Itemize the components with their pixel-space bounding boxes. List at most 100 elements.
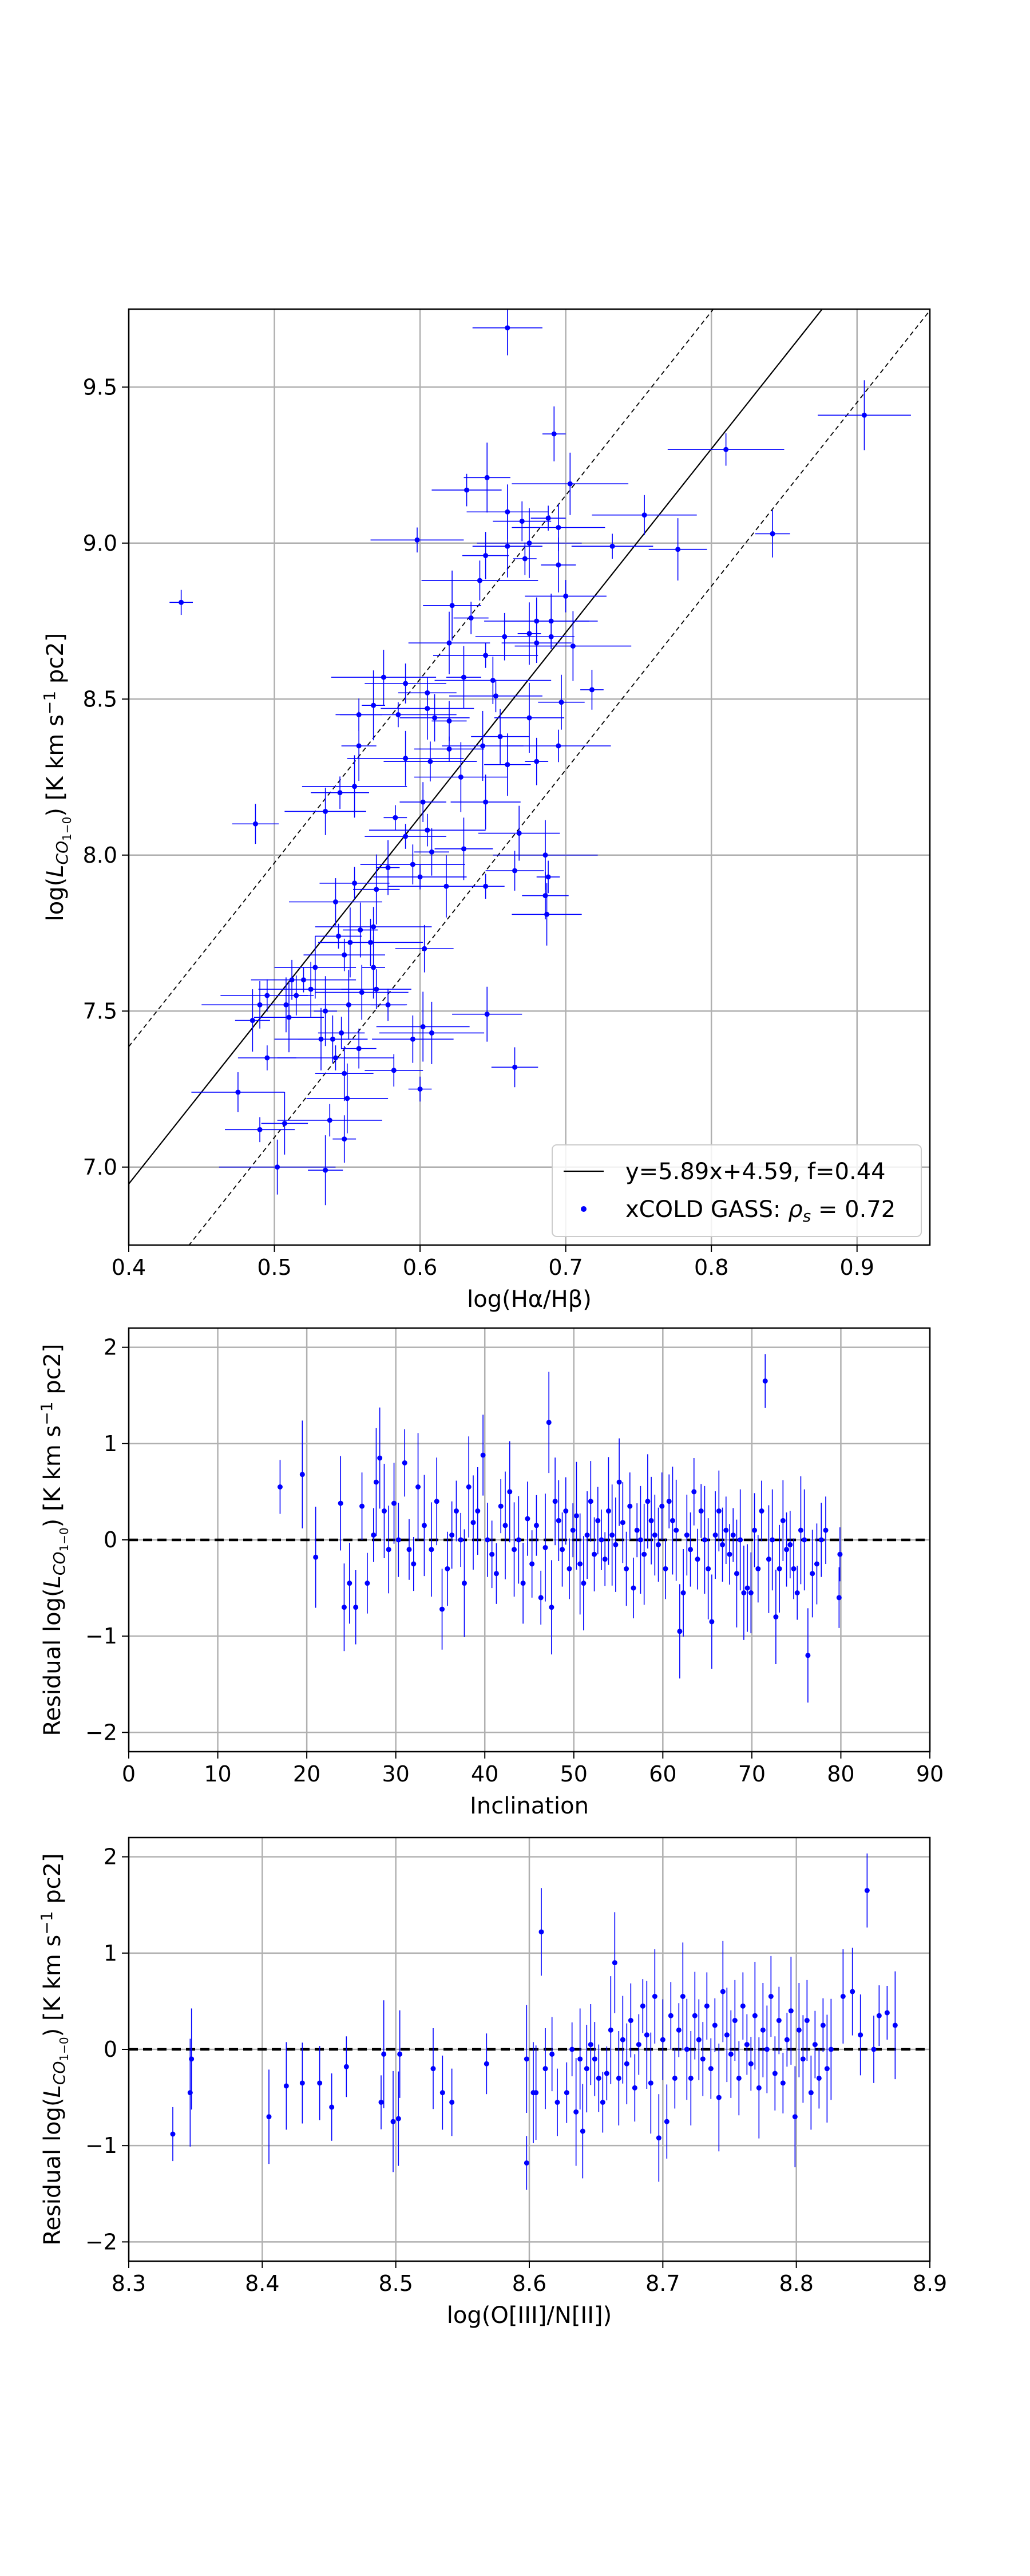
data-point	[360, 844, 465, 884]
point-marker	[577, 1561, 583, 1567]
point-marker	[592, 2056, 597, 2062]
point-marker	[356, 743, 362, 749]
data-point	[652, 1949, 657, 2044]
data-point	[776, 1986, 782, 2055]
point-marker	[740, 2003, 746, 2009]
point-marker	[347, 1581, 352, 1586]
point-marker	[744, 1585, 750, 1591]
data-point	[399, 694, 470, 742]
point-marker	[609, 543, 615, 549]
point-marker	[385, 1002, 391, 1008]
data-point	[712, 1491, 718, 1579]
point-marker	[627, 1503, 633, 1509]
data-point	[170, 2107, 176, 2162]
point-marker	[235, 1089, 241, 1095]
point-marker	[620, 1520, 625, 1526]
point-marker	[768, 1994, 774, 1999]
legend-rho-sub: s	[803, 1207, 811, 1226]
data-point	[449, 2068, 455, 2136]
point-marker	[468, 615, 474, 621]
data-point	[573, 2058, 579, 2166]
point-marker	[804, 2018, 810, 2024]
data-point	[692, 1971, 698, 2060]
y-axis-label-part: ) [K km s	[39, 1935, 66, 2037]
point-marker	[695, 1556, 700, 1562]
data-point	[507, 1441, 513, 1543]
point-marker	[346, 1002, 351, 1008]
data-point	[794, 1566, 800, 1620]
point-marker	[732, 2018, 738, 2024]
data-point	[648, 2032, 653, 2134]
data-point	[458, 1512, 464, 1567]
legend-series-label: xCOLD GASS: ρs = 0.72	[625, 1196, 896, 1226]
point-marker	[563, 1508, 569, 1514]
point-marker	[391, 1500, 397, 1506]
data-point	[816, 2048, 822, 2109]
data-point	[728, 2010, 734, 2098]
data-point	[191, 1072, 285, 1112]
data-point	[225, 1117, 295, 1143]
point-marker	[613, 1542, 619, 1547]
point-marker	[352, 784, 358, 789]
y-tick-label: 0	[104, 2037, 117, 2062]
data-point	[858, 1994, 863, 2076]
data-point	[423, 570, 481, 641]
data-point	[577, 2008, 583, 2110]
data-point	[560, 1512, 565, 1587]
axes-frame	[128, 308, 931, 1246]
data-point	[235, 989, 270, 1052]
plot-area	[129, 309, 930, 1245]
data-point	[716, 1470, 722, 1552]
point-marker	[759, 1508, 764, 1514]
x-tick-label: 8.4	[245, 2271, 279, 2296]
data-point	[768, 1955, 774, 2037]
point-marker	[812, 2042, 818, 2048]
point-marker	[663, 1566, 668, 1571]
y-tick-label: 1	[104, 1941, 117, 1966]
data-point	[332, 1115, 356, 1163]
point-marker	[446, 746, 452, 752]
point-marker	[734, 1571, 739, 1577]
data-point	[306, 1063, 389, 1133]
y-axis-label: Residual log(LCO1−0) [K km s−1 pc2]	[37, 1853, 71, 2245]
point-marker	[634, 1527, 640, 1533]
data-point	[406, 1519, 412, 1580]
point-marker	[552, 1499, 558, 1504]
point-marker	[581, 1581, 587, 1586]
y-tick-label: −2	[85, 2229, 117, 2254]
data-point	[580, 670, 604, 710]
data-point	[850, 1947, 855, 2036]
data-point	[581, 1536, 587, 1631]
point-marker	[644, 2032, 649, 2038]
plot-area	[129, 1354, 930, 1703]
point-marker	[381, 2051, 387, 2057]
data-point	[691, 1458, 697, 1526]
point-marker	[876, 2013, 882, 2018]
point-marker	[439, 2090, 445, 2096]
data-point	[530, 505, 566, 531]
point-marker	[727, 1551, 732, 1557]
data-point	[648, 1476, 654, 1564]
fit-line	[129, 309, 823, 1184]
point-marker	[549, 2051, 555, 2057]
point-marker	[338, 1500, 343, 1506]
data-point	[512, 452, 629, 515]
point-marker	[395, 712, 401, 717]
data-point	[341, 1028, 377, 1069]
point-marker	[588, 1499, 593, 1504]
point-marker	[385, 865, 391, 871]
data-point	[640, 1979, 645, 2033]
data-point	[836, 1567, 842, 1628]
point-marker	[640, 2003, 645, 2009]
data-point	[599, 1510, 604, 1570]
point-marker	[403, 681, 409, 686]
y-axis-label-part: 1−0	[57, 2037, 71, 2061]
data-point	[744, 1544, 750, 1632]
point-marker	[341, 1605, 347, 1610]
point-marker	[371, 924, 377, 930]
point-marker	[741, 1590, 747, 1595]
data-point	[302, 755, 407, 818]
y-axis-label-part: ) [K km s	[39, 1425, 66, 1528]
y-axis-label: Residual log(LCO1−0) [K km s−1 pc2]	[37, 1344, 71, 1736]
data-point	[584, 2025, 589, 2113]
